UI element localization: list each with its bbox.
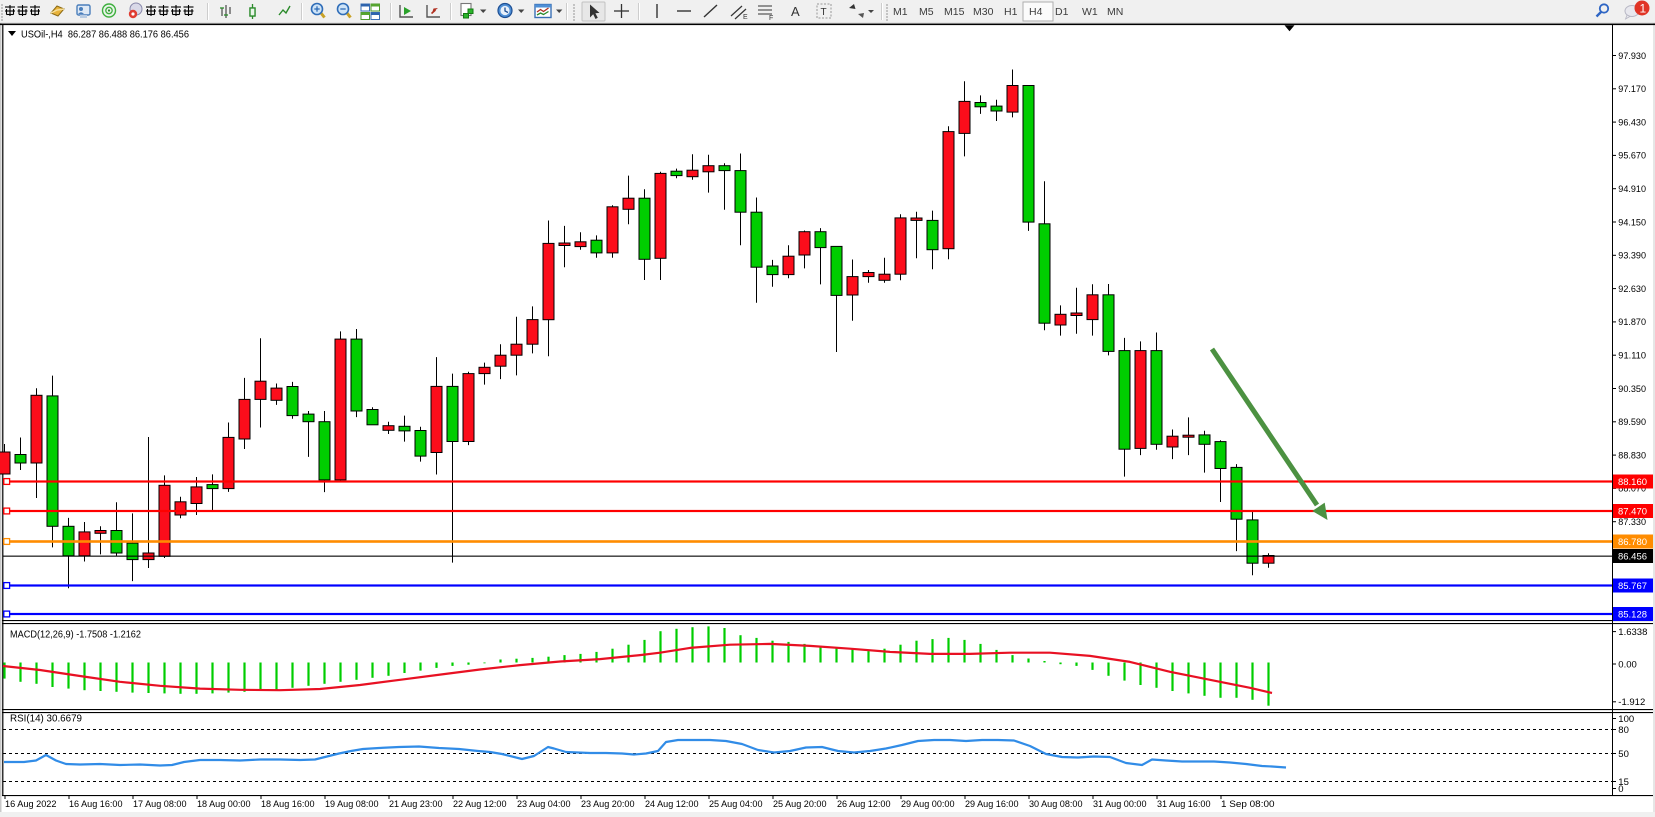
- svg-text:24 Aug 12:00: 24 Aug 12:00: [645, 799, 699, 810]
- svg-text:RSI(14) 30.6679: RSI(14) 30.6679: [10, 713, 82, 724]
- svg-text:88.160: 88.160: [1618, 477, 1647, 488]
- svg-text:22 Aug 12:00: 22 Aug 12:00: [453, 799, 507, 810]
- svg-text:T: T: [821, 7, 827, 18]
- svg-text:19 Aug 08:00: 19 Aug 08:00: [325, 799, 379, 810]
- svg-text:W1: W1: [1082, 6, 1098, 18]
- svg-text:0: 0: [1618, 784, 1623, 795]
- svg-text:1 Sep 08:00: 1 Sep 08:00: [1221, 799, 1275, 810]
- svg-text:29 Aug 00:00: 29 Aug 00:00: [901, 799, 955, 810]
- svg-text:21 Aug 23:00: 21 Aug 23:00: [389, 799, 443, 810]
- svg-text:18 Aug 16:00: 18 Aug 16:00: [261, 799, 315, 810]
- svg-text:97.930: 97.930: [1618, 51, 1646, 62]
- svg-text:E: E: [743, 14, 748, 21]
- svg-text:USOil-,H4 86.287 86.488 86.17: USOil-,H4 86.287 86.488 86.176 86.456: [21, 29, 190, 40]
- svg-text:87.470: 87.470: [1618, 507, 1647, 518]
- svg-text:86.456: 86.456: [1618, 552, 1647, 563]
- svg-text:M5: M5: [919, 6, 934, 18]
- svg-text:A: A: [791, 4, 800, 19]
- svg-text:88.070: 88.070: [1618, 484, 1646, 495]
- svg-text:1.6338: 1.6338: [1618, 627, 1647, 638]
- svg-text:86.780: 86.780: [1618, 537, 1647, 548]
- svg-text:MACD(12,26,9) -1.7508 -1.2162: MACD(12,26,9) -1.7508 -1.2162: [10, 629, 141, 640]
- svg-text:MN: MN: [1107, 6, 1123, 18]
- svg-text:31 Aug 00:00: 31 Aug 00:00: [1093, 799, 1147, 810]
- svg-text:95.670: 95.670: [1618, 151, 1646, 162]
- svg-text:18 Aug 00:00: 18 Aug 00:00: [197, 799, 251, 810]
- svg-text:1: 1: [1640, 2, 1647, 16]
- svg-text:96.430: 96.430: [1618, 117, 1646, 128]
- svg-text:50: 50: [1618, 749, 1629, 760]
- svg-text:30 Aug 08:00: 30 Aug 08:00: [1029, 799, 1083, 810]
- svg-text:D1: D1: [1055, 6, 1069, 18]
- svg-text:89.590: 89.590: [1618, 417, 1646, 428]
- svg-text:92.630: 92.630: [1618, 284, 1646, 295]
- svg-text:25 Aug 04:00: 25 Aug 04:00: [709, 799, 763, 810]
- svg-text:25 Aug 20:00: 25 Aug 20:00: [773, 799, 827, 810]
- svg-text:31 Aug 16:00: 31 Aug 16:00: [1157, 799, 1211, 810]
- svg-text:23 Aug 04:00: 23 Aug 04:00: [517, 799, 571, 810]
- svg-text:M1: M1: [893, 6, 908, 18]
- svg-text:80: 80: [1618, 725, 1629, 736]
- svg-text:17 Aug 08:00: 17 Aug 08:00: [133, 799, 187, 810]
- svg-text:-1.912: -1.912: [1618, 697, 1645, 708]
- svg-text:H1: H1: [1004, 6, 1018, 18]
- svg-text:16 Aug 16:00: 16 Aug 16:00: [69, 799, 123, 810]
- svg-text:94.150: 94.150: [1618, 217, 1646, 228]
- svg-text:90.350: 90.350: [1618, 384, 1646, 395]
- svg-text:91.870: 91.870: [1618, 317, 1646, 328]
- svg-text:F: F: [769, 15, 773, 22]
- svg-text:29 Aug 16:00: 29 Aug 16:00: [965, 799, 1019, 810]
- svg-text:87.330: 87.330: [1618, 517, 1646, 528]
- svg-text:M15: M15: [944, 6, 965, 18]
- svg-text:M30: M30: [973, 6, 994, 18]
- svg-text:91.110: 91.110: [1618, 351, 1646, 362]
- svg-text:100: 100: [1618, 714, 1634, 725]
- svg-text:15: 15: [1618, 777, 1629, 788]
- svg-text:85.767: 85.767: [1618, 581, 1647, 592]
- svg-text:97.170: 97.170: [1618, 84, 1646, 95]
- svg-text:88.830: 88.830: [1618, 450, 1646, 461]
- svg-text:26 Aug 12:00: 26 Aug 12:00: [837, 799, 891, 810]
- svg-text:0.00: 0.00: [1618, 659, 1637, 670]
- svg-text:94.910: 94.910: [1618, 184, 1646, 195]
- svg-text:23 Aug 20:00: 23 Aug 20:00: [581, 799, 635, 810]
- svg-text:H4: H4: [1029, 6, 1043, 18]
- svg-text:93.390: 93.390: [1618, 251, 1646, 262]
- svg-text:16 Aug 2022: 16 Aug 2022: [5, 799, 57, 810]
- svg-text:85.128: 85.128: [1618, 610, 1647, 621]
